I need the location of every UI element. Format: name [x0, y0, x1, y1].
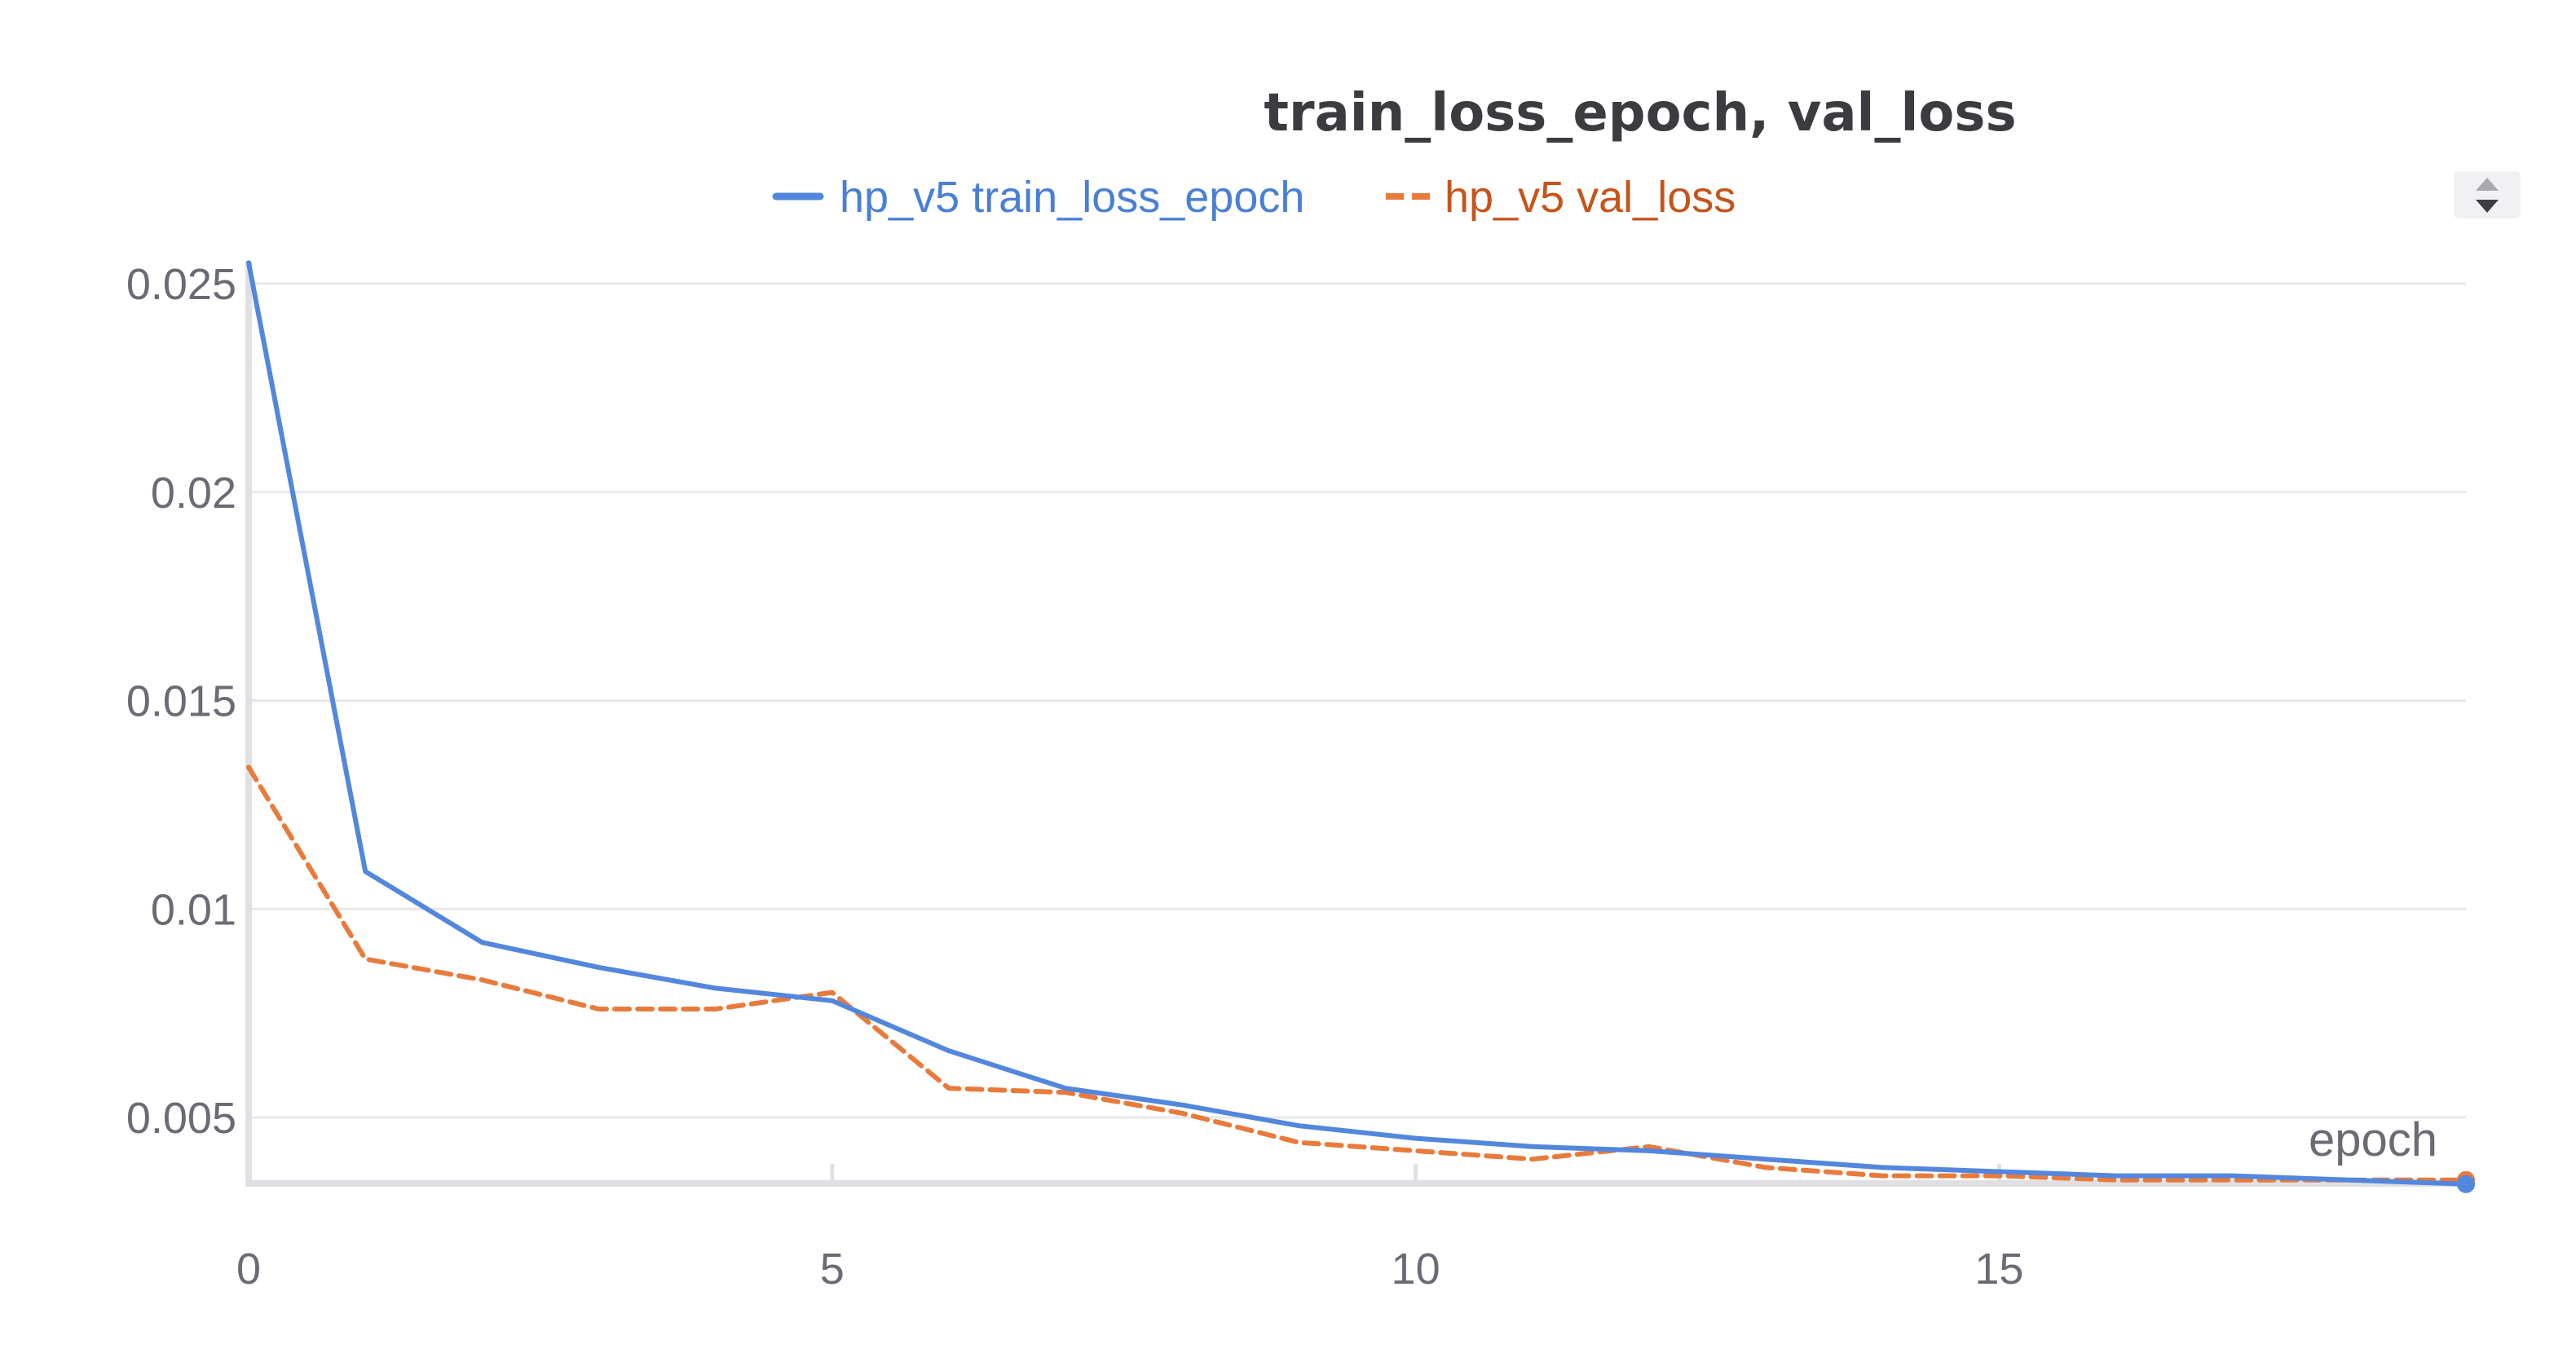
- y-tick-label: 0.015: [126, 677, 236, 726]
- arrow-down-icon[interactable]: [2476, 200, 2499, 213]
- x-tick-label: 0: [236, 1245, 261, 1294]
- y-tick-label: 0.025: [126, 260, 236, 309]
- up-down-arrows-icon[interactable]: [2454, 171, 2521, 218]
- chart-title: train_loss_epoch, val_loss: [1264, 83, 2016, 143]
- series-endpoint-marker: [2457, 1175, 2475, 1193]
- y-tick-label: 0.02: [151, 469, 236, 518]
- legend-item-2[interactable]: hp_v5 val_loss: [1386, 173, 1736, 222]
- legend-item-1[interactable]: hp_v5 train_loss_epoch: [772, 173, 1304, 222]
- x-tick-label: 10: [1392, 1245, 1440, 1294]
- grid-lines: [249, 282, 2466, 1119]
- labels: train_loss_epoch, val_loss hp_v5 train_lo…: [126, 83, 2521, 1294]
- series-line-val-loss: [246, 765, 2468, 1183]
- axes: [245, 261, 2466, 1187]
- y-tick-label: 0.01: [151, 885, 236, 934]
- series-line-train-loss-epoch: [246, 260, 2468, 1187]
- series-lines: [246, 260, 2475, 1193]
- scroll-control-bg: [2454, 171, 2521, 218]
- arrow-up-icon[interactable]: [2476, 178, 2499, 191]
- x-tick-label: 5: [820, 1245, 845, 1294]
- legend-label: hp_v5 train_loss_epoch: [840, 173, 1304, 222]
- legend-label: hp_v5 val_loss: [1445, 173, 1736, 222]
- y-tick-label: 0.005: [126, 1094, 236, 1143]
- x-axis-label: epoch: [2309, 1113, 2437, 1166]
- x-tick-label: 15: [1974, 1245, 2023, 1294]
